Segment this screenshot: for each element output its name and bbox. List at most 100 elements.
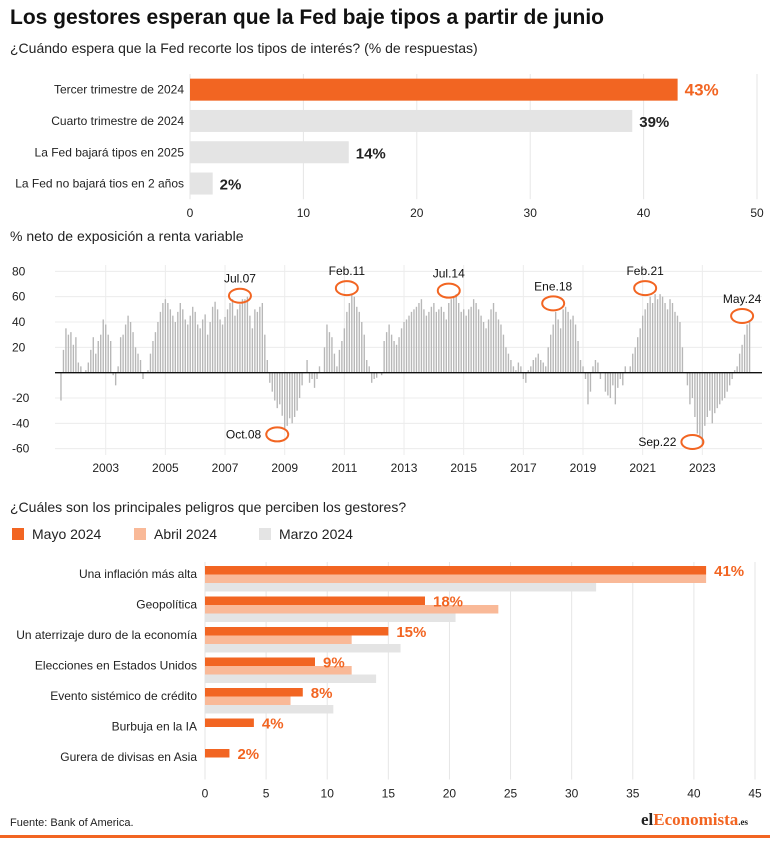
exposure-bar [564, 306, 567, 373]
x-tick-label: 50 [750, 206, 764, 220]
category-label: La Fed bajará tipos en 2025 [35, 145, 185, 159]
annotation-label: Feb.11 [329, 264, 366, 278]
x-tick-label: 30 [565, 787, 579, 801]
exposure-bar [418, 303, 420, 373]
exposure-bar [204, 314, 206, 373]
exposure-bar [706, 372, 708, 417]
exposure-bar [604, 372, 607, 392]
exposure-bar [112, 372, 114, 376]
exposure-bar [179, 303, 181, 373]
category-label: Cuarto trimestre de 2024 [51, 114, 184, 128]
x-tick-label: 20 [410, 206, 424, 220]
exposure-bar [599, 372, 602, 379]
exposure-bar [224, 316, 226, 373]
exposure-bar [276, 372, 278, 409]
exposure-bar [497, 319, 500, 373]
exposure-bar [738, 353, 741, 373]
exposure-bar [694, 372, 696, 417]
category-label: Burbuja en la IA [112, 720, 197, 734]
exposure-bar [62, 349, 65, 373]
exposure-bar [408, 315, 410, 373]
exposure-bar [492, 303, 495, 373]
exposure-bar [472, 299, 475, 373]
exposure-bar [701, 372, 704, 447]
exposure-bar [189, 315, 191, 373]
exposure-bar [709, 372, 711, 411]
exposure-bar [159, 311, 162, 373]
x-tick-label: 2023 [689, 461, 716, 475]
exposure-bar [577, 341, 579, 373]
exposure-bar [373, 372, 375, 379]
x-tick-label: 20 [443, 787, 457, 801]
exposure-bar [609, 372, 612, 398]
chart2-title: % neto de exposición a renta variable [10, 228, 244, 244]
exposure-bar [383, 341, 385, 373]
exposure-bar [666, 309, 669, 373]
exposure-bar [313, 372, 316, 388]
exposure-bar [254, 309, 256, 373]
category-label: Geopolítica [136, 598, 197, 612]
exposure-bar [400, 328, 403, 373]
exposure-bar [274, 372, 276, 401]
value-label: 14% [356, 145, 386, 162]
exposure-bar [216, 309, 219, 373]
exposure-bar [569, 319, 572, 373]
exposure-bar [480, 315, 482, 373]
exposure-bar [326, 324, 328, 373]
annotation-label: Oct.08 [226, 427, 262, 441]
exposure-bar [512, 366, 515, 373]
bar [205, 718, 254, 727]
exposure-bar [301, 372, 303, 386]
exposure-bar [425, 315, 428, 373]
exposure-bar [137, 353, 139, 373]
value-label: 4% [262, 716, 284, 733]
exposure-bar [547, 347, 549, 373]
exposure-bar [674, 311, 676, 373]
annotation-label: Sep.22 [638, 435, 676, 449]
exposure-bar [554, 311, 557, 373]
exposure-bar [266, 360, 268, 373]
exposure-bar [746, 324, 748, 373]
exposure-bar [460, 311, 462, 373]
exposure-bar [152, 341, 154, 373]
y-tick-label: -60 [12, 442, 30, 456]
exposure-bar [167, 303, 169, 373]
exposure-bar [487, 319, 490, 373]
exposure-bar [525, 372, 527, 383]
exposure-bar [80, 366, 82, 373]
exposure-bar [467, 309, 470, 373]
x-tick-label: 2005 [152, 461, 179, 475]
exposure-bar [465, 315, 467, 373]
exposure-bar [696, 372, 699, 434]
annotation-marker [541, 295, 566, 312]
exposure-bar [507, 353, 510, 373]
exposure-bar [741, 344, 743, 373]
exposure-bar [691, 372, 694, 398]
exposure-bar [187, 324, 189, 373]
exposure-bar [440, 306, 442, 373]
exposure-bar [139, 360, 142, 373]
exposure-bar [214, 301, 216, 373]
exposure-bar [90, 349, 92, 373]
exposure-bar [398, 337, 400, 373]
x-tick-label: 45 [748, 787, 762, 801]
exposure-bar [646, 303, 649, 373]
exposure-bar [704, 372, 706, 426]
bar [205, 674, 377, 683]
exposure-bar [256, 311, 259, 373]
x-tick-label: 30 [524, 206, 538, 220]
exposure-bar [211, 306, 214, 373]
annotation-marker [633, 280, 658, 297]
page-title: Los gestores esperan que la Fed baje tip… [10, 6, 604, 29]
exposure-bar [244, 299, 246, 373]
exposure-bar [656, 299, 659, 373]
exposure-bar [716, 372, 718, 409]
exposure-bar [281, 372, 283, 416]
exposure-bar [110, 341, 112, 373]
exposure-bar [346, 311, 348, 373]
exposure-bar [736, 366, 738, 373]
value-label: 41% [714, 563, 744, 580]
value-label: 9% [323, 655, 345, 672]
exposure-bar [77, 362, 80, 373]
exposure-bar [532, 360, 534, 373]
